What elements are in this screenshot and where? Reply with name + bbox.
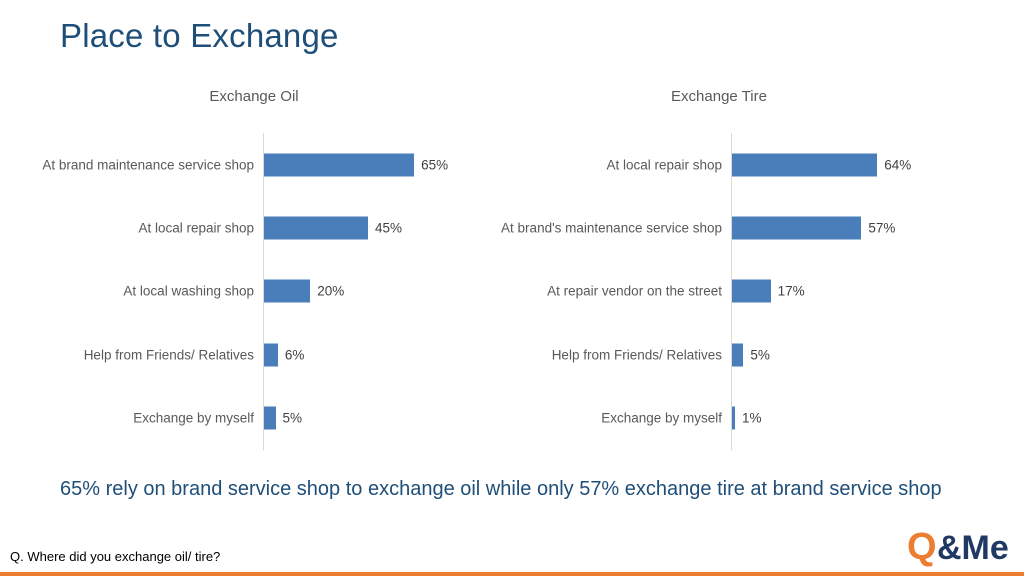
bar-row: At brand's maintenance service shop 57% [492,196,962,259]
bar-row: At local repair shop 64% [492,133,962,196]
chart-exchange-oil: Exchange Oil At brand maintenance servic… [30,80,500,460]
bar-value-label: 6% [284,347,305,363]
svg-text:Q: Q [907,526,937,568]
plot-area-oil: At brand maintenance service shop 65% At l… [30,133,500,450]
question-footnote: Q. Where did you exchange oil/ tire? [10,549,221,564]
category-label: At brand's maintenance service shop [501,220,722,236]
bar-row: At local repair shop 45% [30,196,500,259]
qme-logo-mark: Q &Me [907,526,1009,568]
chart-title-tire: Exchange Tire [671,88,767,105]
category-axis-line-tire [731,133,732,450]
category-label: Exchange by myself [133,410,254,426]
chart-title-oil: Exchange Oil [209,88,299,105]
bar-row: Exchange by myself 5% [30,387,500,450]
bar [264,343,278,367]
bar-value-label: 57% [868,220,896,236]
bar-value-label: 5% [750,347,770,363]
bar-row: At brand maintenance service shop 65% [30,133,500,196]
bottom-accent-rule [0,572,1024,576]
bar-value-label: 17% [777,283,805,299]
bar-row: Help from Friends/ Relatives 5% [492,323,962,386]
bar-value-label: 45% [374,220,402,236]
category-label: Exchange by myself [601,410,722,426]
bar [264,279,311,303]
bar-row: At local washing shop 20% [30,260,500,323]
bar-value-label: 5% [282,410,303,426]
bar-value-label: 65% [421,157,449,173]
plot-area-tire: At local repair shop 64% At brand's mainte… [492,133,962,450]
category-label: At local repair shop [138,220,254,236]
bar-row: Exchange by myself 1% [492,387,962,450]
qme-logo: Q &Me [907,526,1019,570]
bar-value-label: 1% [742,410,762,426]
bar [264,153,415,177]
summary-text: 65% rely on brand service shop to exchan… [60,478,942,500]
bar [732,216,862,240]
category-label: Help from Friends/ Relatives [83,347,254,363]
category-label: At repair vendor on the street [547,283,722,299]
svg-text:&Me: &Me [937,529,1009,567]
charts-container: Exchange Oil At brand maintenance servic… [0,80,1024,460]
bar-value-label: 64% [884,157,912,173]
bar [264,406,276,430]
category-label: At local washing shop [123,283,254,299]
bar-value-label: 20% [317,283,345,299]
page-title: Place to Exchange [60,17,339,54]
bar-row: Help from Friends/ Relatives 6% [30,323,500,386]
bar [732,279,771,303]
category-label: At local repair shop [606,157,722,173]
bar-row: At repair vendor on the street 17% [492,260,962,323]
bar [732,406,735,430]
category-label: At brand maintenance service shop [42,157,254,173]
category-axis-line-oil [263,133,264,450]
bar [732,343,744,367]
chart-exchange-tire: Exchange Tire At local repair shop 64% At … [492,80,962,460]
category-label: Help from Friends/ Relatives [551,347,722,363]
bar [732,153,878,177]
bar [264,216,368,240]
